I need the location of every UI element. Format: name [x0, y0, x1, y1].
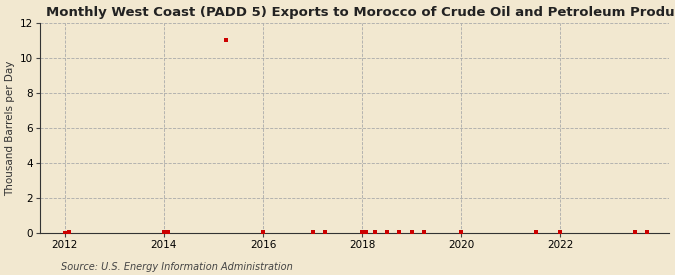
- Point: [307, 230, 318, 235]
- Text: Monthly West Coast (PADD 5) Exports to Morocco of Crude Oil and Petroleum Produc: Monthly West Coast (PADD 5) Exports to M…: [46, 6, 675, 18]
- Point: [381, 230, 392, 235]
- Point: [63, 230, 74, 235]
- Point: [456, 230, 466, 235]
- Point: [629, 230, 640, 235]
- Point: [406, 230, 417, 235]
- Y-axis label: Thousand Barrels per Day: Thousand Barrels per Day: [5, 60, 16, 196]
- Point: [258, 230, 269, 235]
- Point: [555, 230, 566, 235]
- Point: [59, 231, 70, 235]
- Point: [394, 230, 405, 235]
- Point: [163, 230, 173, 235]
- Point: [319, 230, 330, 235]
- Point: [360, 230, 371, 235]
- Point: [356, 230, 367, 235]
- Point: [530, 230, 541, 235]
- Text: Source: U.S. Energy Information Administration: Source: U.S. Energy Information Administ…: [61, 262, 292, 272]
- Point: [159, 230, 169, 235]
- Point: [418, 230, 429, 235]
- Point: [369, 230, 380, 235]
- Point: [221, 38, 232, 42]
- Point: [642, 230, 653, 235]
